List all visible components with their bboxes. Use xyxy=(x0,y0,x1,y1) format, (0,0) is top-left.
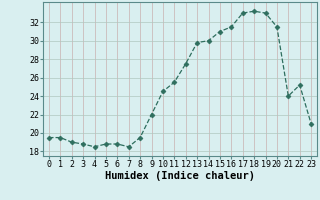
X-axis label: Humidex (Indice chaleur): Humidex (Indice chaleur) xyxy=(105,171,255,181)
